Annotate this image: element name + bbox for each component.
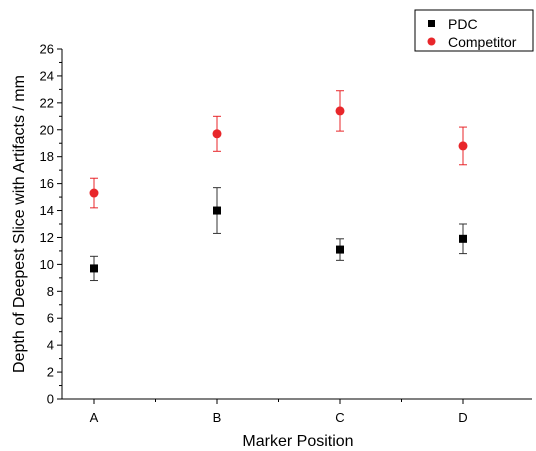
marks (89, 90, 468, 282)
data-point-competitor-d (458, 141, 468, 151)
y-tick-label: 0 (47, 392, 54, 407)
legend-box (414, 9, 534, 52)
x-tick-label: D (458, 410, 467, 425)
y-tick-label: 14 (40, 203, 54, 218)
data-point-competitor-c (335, 106, 345, 116)
data-point-competitor-b (212, 129, 222, 139)
x-tick-label: C (335, 410, 344, 425)
y-tick-label: 12 (40, 230, 54, 245)
y-tick-label: 6 (47, 311, 54, 326)
data-point-competitor-a (89, 188, 99, 198)
data-point-pdc-b (213, 206, 221, 215)
y-tick-label: 24 (40, 68, 54, 83)
y-tick-label: 8 (47, 284, 54, 299)
x-axis-title: Marker Position (242, 433, 353, 450)
y-tick-label: 2 (47, 365, 54, 380)
legend-marker-pdc (428, 20, 435, 27)
y-tick-label: 10 (40, 257, 54, 272)
y-tick-label: 26 (40, 42, 54, 57)
legend-label-competitor: Competitor (448, 34, 517, 50)
legend: PDC Competitor (414, 9, 534, 52)
data-point-pdc-a (90, 264, 98, 273)
y-axis-title: Depth of Deepest Slice with Artifacts / … (11, 75, 28, 373)
data-point-pdc-d (459, 234, 467, 243)
y-tick-label: 16 (40, 176, 54, 191)
y-tick-label: 18 (40, 149, 54, 164)
data-point-pdc-c (336, 245, 344, 254)
legend-label-pdc: PDC (448, 16, 478, 32)
x-tick-label: B (213, 410, 222, 425)
legend-marker-competitor (427, 37, 436, 46)
y-tick-label: 20 (40, 122, 54, 137)
y-tick-label: 22 (40, 95, 54, 110)
x-tick-label: A (90, 410, 99, 425)
y-tick-label: 4 (47, 338, 54, 353)
